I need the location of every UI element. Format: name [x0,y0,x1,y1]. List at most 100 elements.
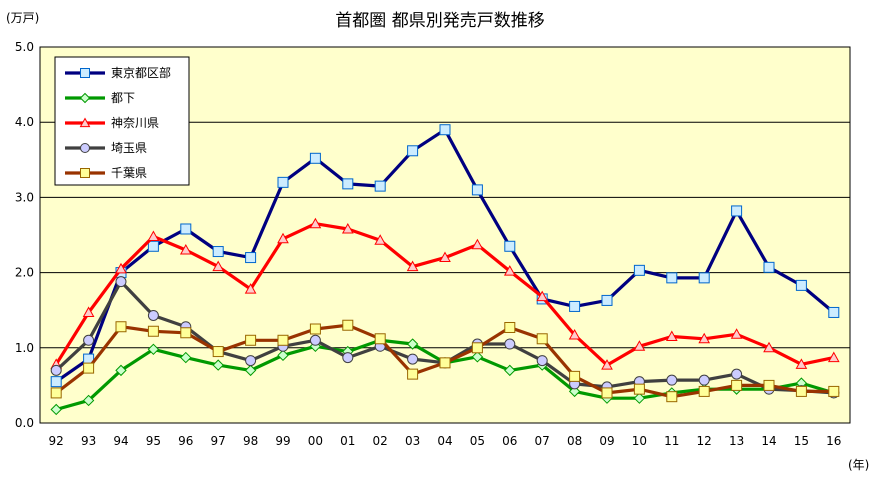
data-point [212,260,225,272]
x-tick-label: 02 [373,434,388,448]
x-tick-label: 92 [49,434,64,448]
x-axis-unit-label: (年) [848,458,869,472]
data-point [180,327,192,339]
x-tick-label: 04 [437,434,452,448]
data-point [601,359,613,370]
y-axis-unit-label: (万戸) [6,11,39,25]
data-point [666,374,678,386]
legend-entry: 埼玉県 [65,141,147,155]
x-tick-label: 06 [502,434,517,448]
data-point [406,260,419,272]
data-point [277,176,289,188]
data-point [212,359,224,371]
data-point [568,328,581,340]
data-point [309,323,321,335]
data-point [147,309,159,321]
data-point [212,246,224,258]
data-point [147,240,159,252]
y-tick-label: 5.0 [15,40,34,54]
data-point [245,252,257,264]
data-point [277,334,289,346]
data-point [504,338,516,350]
data-point [245,355,257,367]
data-point [569,300,581,312]
data-point [439,251,451,263]
x-tick-label: 07 [535,434,550,448]
data-point [504,240,516,252]
x-tick-label: 99 [275,434,290,448]
data-point [309,152,321,164]
data-point [407,145,419,157]
data-point [82,306,95,317]
x-tick-label: 13 [729,434,744,448]
data-point [407,368,419,380]
data-point [212,346,224,358]
data-point [665,330,678,342]
data-point [666,272,678,284]
x-tick-label: 12 [697,434,712,448]
x-tick-label: 14 [761,434,776,448]
data-point [374,180,386,192]
plot-area: 0.0 1.0 2.0 3.0 4.0 5.0 92 93 94 95 96 97 98 99 00 01 02… [15,40,851,448]
legend-entry: 千葉県 [65,166,147,180]
data-point [115,276,127,288]
data-point [763,261,775,273]
data-point [827,351,840,363]
x-tick-label: 03 [405,434,420,448]
x-tick-label: 97 [211,434,226,448]
series [50,217,840,370]
x-tick-label: 16 [826,434,841,448]
data-point [342,178,354,190]
data-point [83,334,95,346]
data-point [633,383,645,395]
chart-title: 首都圏 都県別発売戸数推移 [335,11,544,31]
legend-label: 千葉県 [111,166,147,180]
data-point [147,343,160,356]
y-tick-label: 2.0 [15,266,34,280]
data-point [568,385,581,398]
data-point [79,117,91,128]
data-point [471,238,484,250]
data-point [309,217,322,229]
data-point [731,205,743,217]
x-tick-label: 96 [178,434,193,448]
data-point [50,376,62,388]
legend-entry: 神奈川県 [65,116,159,130]
legend-label: 東京都区部 [111,65,171,80]
x-tick-label: 95 [146,434,161,448]
y-tick-label: 0.0 [15,416,34,430]
data-point [309,334,321,346]
data-point [147,325,159,337]
data-point [83,362,95,374]
data-point [569,370,581,382]
data-point [245,334,257,346]
data-point [601,294,613,306]
data-point [115,321,127,333]
data-point [633,392,646,404]
data-point [795,279,807,291]
data-point [503,265,516,276]
x-tick-label: 10 [632,434,647,448]
data-point [180,223,192,235]
data-point [828,385,840,397]
y-tick-label: 1.0 [15,341,34,355]
data-point [763,379,775,391]
data-point [471,351,484,363]
data-point [536,333,548,345]
data-point [374,234,387,245]
data-point [115,262,127,274]
data-point [50,364,62,376]
x-tick-label: 09 [599,434,614,448]
legend-label: 都下 [111,91,135,105]
x-tick-label: 01 [340,434,355,448]
data-point [179,244,192,255]
data-point [504,364,516,377]
legend-entry: 東京都区部 [65,65,171,80]
data-point [763,341,775,353]
legend-box [54,56,190,186]
x-tick-label: 93 [81,434,96,448]
data-point [828,306,840,318]
data-point [80,168,90,178]
